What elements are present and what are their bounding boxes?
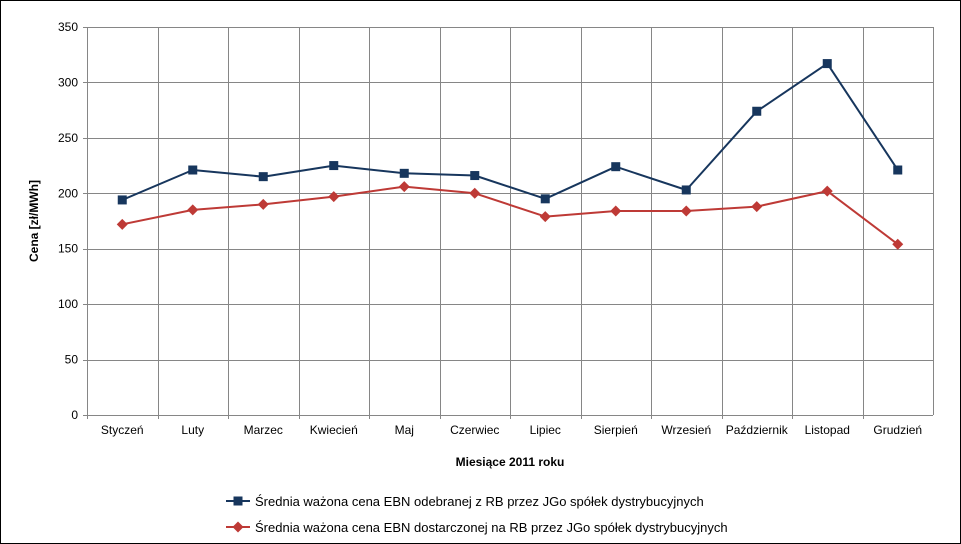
y-axis-title: Cena [zł/MWh] xyxy=(27,180,41,262)
y-axis-ticks: 0 50 100 150 200 250 300 350 xyxy=(58,20,87,422)
data-point-square xyxy=(117,195,127,205)
data-point-square xyxy=(329,161,339,171)
x-tick-label: Październik xyxy=(726,423,789,437)
data-point-square xyxy=(470,171,480,181)
data-point-diamond xyxy=(610,205,622,217)
y-tick-label: 350 xyxy=(58,20,78,34)
x-tick-label: Marzec xyxy=(244,423,283,437)
data-point-diamond xyxy=(539,211,551,223)
data-series xyxy=(116,59,904,250)
series-2 xyxy=(116,181,904,250)
data-point-square xyxy=(752,106,762,116)
series-line-2 xyxy=(122,185,899,246)
x-tick-label: Czerwiec xyxy=(450,423,499,437)
y-tick-label: 50 xyxy=(65,353,79,367)
x-tick-label: Maj xyxy=(395,423,414,437)
data-point-diamond xyxy=(398,181,410,193)
x-tick-label: Sierpień xyxy=(594,423,638,437)
x-tick-label: Grudzień xyxy=(873,423,922,437)
legend: Średnia ważona cena EBN odebranej z RB p… xyxy=(226,494,728,535)
series-1 xyxy=(117,59,903,205)
y-tick-label: 150 xyxy=(58,242,78,256)
x-tick-label: Wrzesień xyxy=(661,423,711,437)
data-point-square xyxy=(822,59,832,69)
data-point-square xyxy=(681,185,691,195)
x-axis-title: Miesiące 2011 roku xyxy=(456,455,565,469)
y-tick-label: 200 xyxy=(58,186,78,200)
data-point-diamond xyxy=(751,201,763,213)
data-point-square xyxy=(611,162,621,172)
data-point-diamond xyxy=(116,218,128,230)
y-tick-label: 250 xyxy=(58,131,78,145)
x-tick-label: Listopad xyxy=(805,423,850,437)
y-tick-label: 0 xyxy=(71,408,78,422)
legend-marker-diamond xyxy=(232,521,244,533)
data-point-diamond xyxy=(469,187,481,199)
data-point-diamond xyxy=(892,238,904,250)
data-point-diamond xyxy=(187,204,199,216)
legend-marker-square xyxy=(233,496,243,506)
data-point-diamond xyxy=(821,185,833,197)
legend-label-2: Średnia ważona cena EBN dostarczonej na … xyxy=(255,520,728,535)
x-axis-ticks: Styczeń Luty Marzec Kwiecień Maj Czerwiec Lipi… xyxy=(87,415,922,437)
series-line-1 xyxy=(121,62,899,201)
data-point-diamond xyxy=(328,191,340,203)
grid-lines xyxy=(87,27,934,416)
legend-label-1: Średnia ważona cena EBN odebranej z RB p… xyxy=(255,494,704,509)
y-tick-label: 300 xyxy=(58,75,78,89)
data-point-square xyxy=(399,168,409,178)
data-point-square xyxy=(893,165,903,175)
data-point-diamond xyxy=(257,198,269,210)
x-tick-label: Styczeń xyxy=(101,423,144,437)
data-point-square xyxy=(540,194,550,204)
data-point-diamond xyxy=(680,205,692,217)
y-tick-label: 100 xyxy=(58,297,78,311)
x-tick-label: Lipiec xyxy=(530,423,561,437)
legend-item-1: Średnia ważona cena EBN odebranej z RB p… xyxy=(226,494,704,509)
data-point-square xyxy=(188,165,198,175)
legend-item-2: Średnia ważona cena EBN dostarczonej na … xyxy=(226,520,728,535)
data-point-square xyxy=(258,172,268,182)
x-tick-label: Kwiecień xyxy=(310,423,358,437)
x-tick-label: Luty xyxy=(181,423,204,437)
